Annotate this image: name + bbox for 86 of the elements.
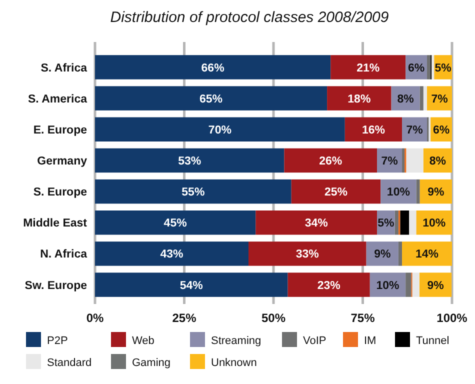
data-label: 26% (319, 155, 342, 168)
data-label: 8% (397, 93, 414, 106)
bar (95, 210, 256, 235)
data-label: 43% (160, 248, 184, 261)
data-label: 18% (348, 93, 371, 106)
y-tick-label: Sw. Europe (24, 280, 87, 292)
data-label: 7% (381, 155, 398, 168)
legend-label: Standard (47, 356, 92, 369)
data-label: 8% (429, 155, 446, 168)
bar (409, 210, 416, 235)
bar (95, 55, 331, 80)
x-tick-label: 0% (86, 311, 104, 325)
x-tick-label: 50% (261, 311, 286, 325)
data-label: 33% (296, 248, 319, 261)
y-tick-label: S. America (28, 93, 88, 106)
data-label: 70% (208, 124, 232, 136)
chart-title: Distribution of protocol classes 2008/2009 (110, 9, 390, 26)
bar (327, 86, 392, 110)
data-label: 14% (415, 248, 439, 261)
bar (416, 179, 420, 204)
data-label: 5% (378, 218, 394, 230)
bar (394, 210, 398, 235)
data-label: 7% (431, 93, 448, 106)
y-tick-label: S. Europe (33, 186, 87, 199)
legend-label: Gaming (132, 356, 171, 369)
data-label: 9% (374, 248, 391, 261)
bar (427, 55, 431, 80)
data-label: 65% (200, 93, 223, 106)
data-label: 54% (180, 280, 203, 292)
bar (420, 272, 452, 297)
bar (288, 272, 370, 297)
data-label: 5% (434, 62, 452, 74)
data-label: 9% (428, 186, 444, 199)
data-label: 66% (201, 62, 224, 74)
legend-label: Streaming (211, 334, 262, 347)
bar (402, 148, 405, 173)
data-label: 9% (427, 280, 444, 292)
bar (330, 55, 406, 80)
y-tick-label: Middle East (23, 218, 88, 230)
y-tick-label: N. Africa (40, 248, 88, 261)
legend-label: VoIP (303, 334, 326, 347)
legend-label: IM (364, 334, 376, 347)
bar (406, 272, 412, 297)
data-label: 6% (432, 124, 450, 136)
data-label: 10% (422, 218, 446, 230)
data-label: 45% (164, 218, 187, 230)
data-label: 10% (386, 186, 410, 199)
data-label: 25% (324, 186, 348, 199)
legend-label: Web (132, 334, 154, 347)
legend-label: Tunnel (416, 334, 450, 347)
legend-label: P2P (47, 334, 68, 347)
bar (95, 272, 288, 297)
bar (423, 86, 428, 110)
bar (284, 148, 378, 173)
y-tick-label: S. Africa (40, 62, 88, 74)
data-label: 21% (356, 62, 380, 74)
data-label: 34% (304, 218, 328, 230)
data-label: 23% (317, 280, 340, 292)
bar (95, 86, 328, 110)
y-tick-label: Germany (37, 155, 88, 168)
data-label: 6% (408, 62, 425, 74)
bar (95, 148, 284, 173)
data-label: 7% (406, 124, 423, 136)
bar (400, 210, 410, 235)
data-label: 55% (182, 186, 205, 199)
bar (95, 117, 345, 142)
data-label: 16% (362, 124, 385, 136)
legend-label: Unknown (211, 356, 257, 369)
bar (402, 242, 452, 266)
data-label: 10% (376, 280, 400, 292)
bar (412, 272, 420, 297)
x-tick-label: 25% (172, 311, 197, 325)
bar (291, 179, 381, 204)
x-tick-label: 75% (350, 311, 376, 325)
bar (432, 55, 434, 80)
bar (95, 179, 292, 204)
bar (248, 242, 366, 266)
bar (95, 242, 249, 266)
bar (344, 117, 402, 142)
bar (398, 242, 402, 266)
bar (256, 210, 378, 235)
bar (420, 86, 424, 110)
y-tick-label: E. Europe (33, 124, 87, 136)
bar (406, 148, 424, 173)
data-label: 53% (178, 155, 202, 168)
x-tick-label: 100% (436, 311, 468, 325)
